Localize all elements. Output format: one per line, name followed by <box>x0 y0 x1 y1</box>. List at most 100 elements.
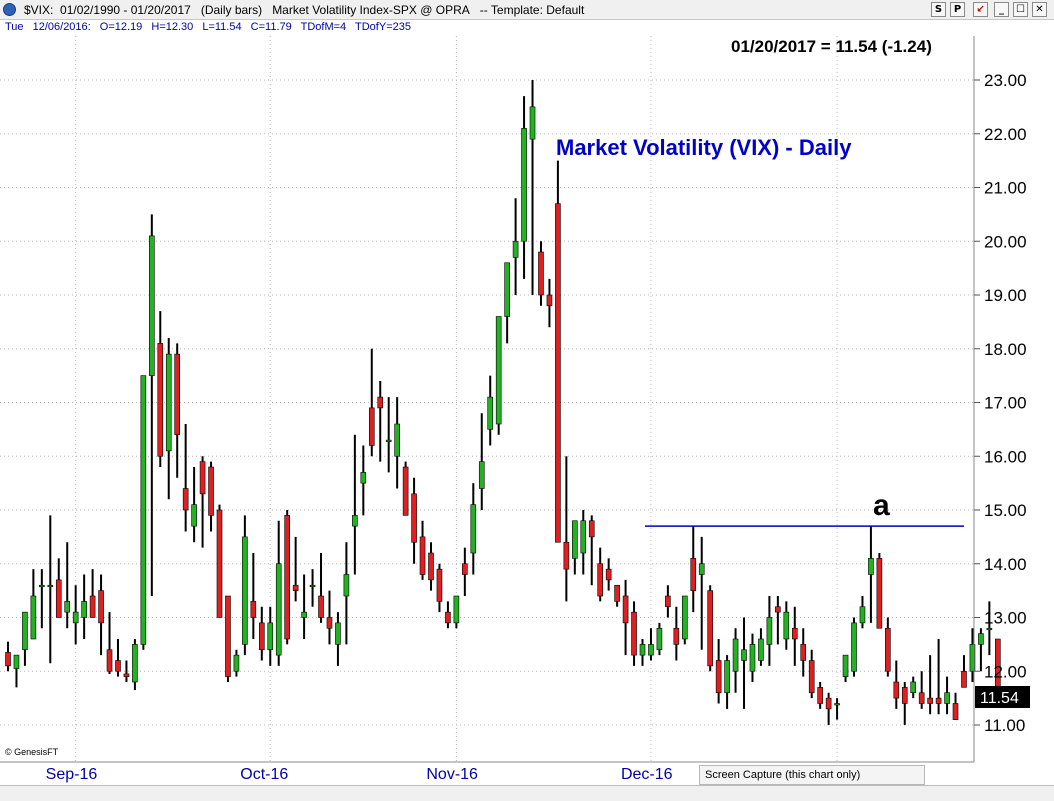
candle <box>715 639 722 704</box>
candle-body <box>597 563 604 597</box>
candle-body <box>732 638 739 672</box>
candle <box>665 585 671 618</box>
candle <box>275 520 282 666</box>
candle-body <box>64 601 71 613</box>
candle-body <box>360 472 367 484</box>
candle <box>462 547 468 596</box>
candle-body <box>673 627 680 645</box>
candle <box>648 628 654 661</box>
candle <box>698 536 705 650</box>
candle <box>775 596 781 645</box>
candle <box>309 569 316 607</box>
candle-body <box>284 515 290 640</box>
candle <box>123 660 130 682</box>
candle <box>791 606 798 666</box>
candle-body <box>808 660 815 694</box>
candle-body <box>98 590 104 624</box>
candle-body <box>859 606 866 624</box>
candle <box>563 456 570 602</box>
candle <box>605 558 612 591</box>
candle-body <box>132 644 138 683</box>
candle-body <box>614 584 620 602</box>
y-tick-label: 19.00 <box>984 286 1027 305</box>
x-tick-label: Oct-16 <box>240 766 288 783</box>
candle-body <box>13 654 20 669</box>
candle <box>876 553 883 629</box>
candle-body <box>546 294 553 307</box>
candle <box>191 467 197 543</box>
candle-body <box>868 558 874 575</box>
candle <box>22 611 28 666</box>
candle-body <box>81 601 87 618</box>
s-button[interactable]: S <box>931 2 946 17</box>
candle <box>749 633 756 682</box>
candle <box>504 262 510 344</box>
candle-body <box>149 235 155 376</box>
candle <box>614 584 620 607</box>
candle-body <box>368 407 375 446</box>
candle <box>360 445 367 516</box>
candle <box>707 585 713 672</box>
candle <box>89 569 96 618</box>
candle-body <box>707 590 713 667</box>
candle-body <box>326 617 333 629</box>
candle-body <box>402 466 409 516</box>
candle <box>783 601 790 650</box>
candle <box>343 542 350 645</box>
candle-body <box>470 504 477 554</box>
candle-body <box>918 692 925 704</box>
candle <box>555 160 561 543</box>
title-bar: $VIX: 01/02/1990 - 01/20/2017 (Daily bar… <box>0 0 1054 20</box>
candle-body <box>851 622 857 672</box>
candle <box>106 612 113 674</box>
p-button[interactable]: P <box>950 2 965 17</box>
candle-body <box>428 552 434 581</box>
candle <box>216 504 223 618</box>
candle-body <box>783 611 790 640</box>
candle <box>868 526 874 623</box>
candle-body <box>216 509 223 618</box>
link-icon[interactable]: ↙ <box>973 2 988 17</box>
candle <box>529 80 536 295</box>
candle-body <box>478 461 485 489</box>
candle-body <box>233 654 240 672</box>
candle <box>352 434 358 575</box>
close-button[interactable]: ✕ <box>1032 2 1047 17</box>
candle-body <box>487 396 494 430</box>
minimize-button[interactable]: _ <box>994 2 1009 17</box>
candle-body <box>588 520 595 538</box>
candle <box>225 595 231 682</box>
candle-body <box>715 660 722 694</box>
title-template: -- Template: Default <box>479 3 585 17</box>
candle-body <box>775 606 781 613</box>
candle <box>81 574 87 639</box>
info-open: O=12.19 <box>99 21 143 33</box>
status-bar <box>0 785 1054 801</box>
candle-body <box>741 649 747 661</box>
candle-body <box>580 520 587 554</box>
candle <box>394 397 400 489</box>
candle <box>724 655 730 709</box>
candle <box>885 617 891 677</box>
candle <box>478 413 485 510</box>
y-tick-label: 18.00 <box>984 340 1027 359</box>
candle-body <box>495 316 502 425</box>
candle <box>453 595 460 629</box>
candle-body <box>935 697 942 704</box>
candle-body <box>622 595 629 624</box>
candle <box>487 375 494 446</box>
candle <box>174 343 180 478</box>
info-high: H=12.30 <box>151 21 194 33</box>
candle-body <box>335 622 341 645</box>
candle <box>318 553 324 623</box>
info-day: Tue <box>5 21 24 33</box>
candle <box>326 590 333 645</box>
candle-body <box>309 584 316 588</box>
candle-body <box>275 563 282 656</box>
maximize-button[interactable]: ☐ <box>1013 2 1028 17</box>
candle <box>741 617 747 709</box>
candle-body <box>910 681 917 694</box>
candle <box>233 649 240 677</box>
candle <box>132 639 138 691</box>
